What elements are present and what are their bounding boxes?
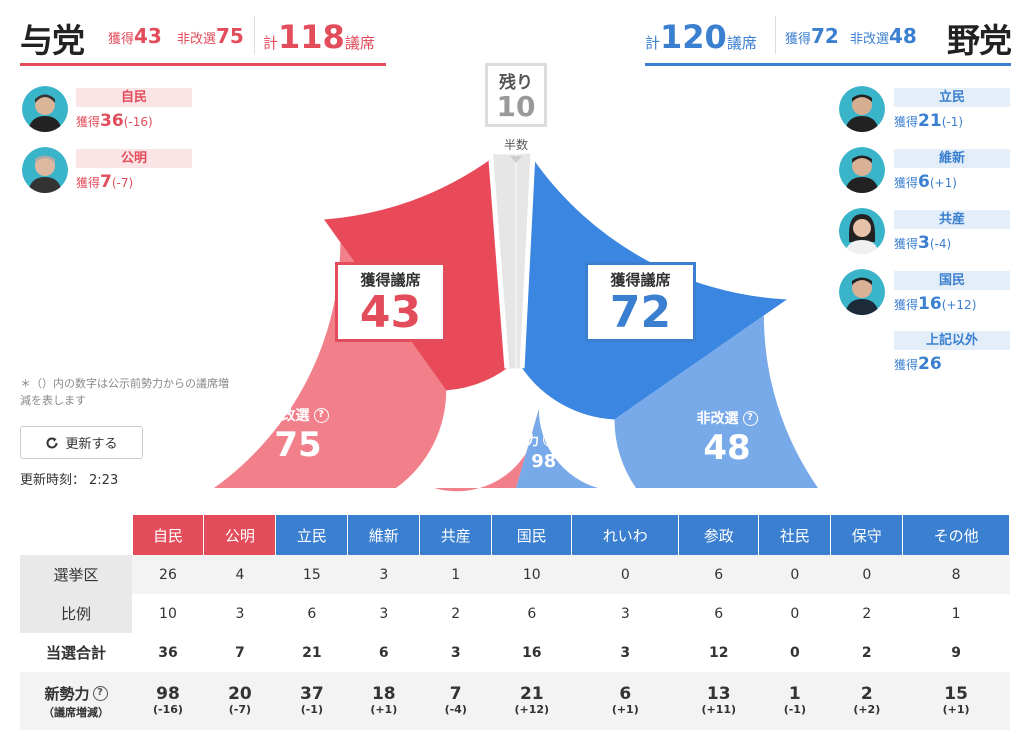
avatar: [839, 86, 885, 132]
footnote: ＊（）内の数字は公示前勢力からの議席増減を表します: [20, 377, 229, 407]
table-header: 維新: [347, 515, 421, 555]
opposition-title: 野党: [947, 21, 1012, 60]
half-label: 半数: [503, 138, 528, 152]
table-header: 社民: [758, 515, 832, 555]
seg-ruling-nonrev: [214, 242, 447, 488]
ruling-gain: 獲得43: [108, 24, 162, 48]
opposition-gain: 獲得72: [785, 24, 839, 48]
table-header: 共産: [419, 515, 493, 555]
table-header: 自民: [132, 515, 205, 555]
avatar: [22, 86, 68, 132]
ruling-nonrev-label: 非改選? 75: [248, 405, 348, 465]
seg-opp-nonrev: [614, 315, 818, 488]
results-table: 自民 公明 立民 維新 共産 国民 れいわ 参政 社民 保守 その他 選挙区 26 4 15 3 1 10 0 6 0…: [20, 515, 1010, 730]
updated-time: 更新時刻： 2:23: [20, 473, 119, 488]
refresh-button[interactable]: 更新する: [20, 426, 143, 459]
table-row: 選挙区 26 4 15 3 1 10 0 6 0 0 8: [20, 555, 1010, 594]
ruling-total: 計118議席: [263, 18, 375, 56]
ruling-title: 与党: [20, 21, 85, 60]
table-header: その他: [902, 515, 1010, 555]
inner-opposition: [516, 409, 598, 488]
inner-ruling: [434, 409, 539, 492]
ruling-nonrev: 非改選75: [177, 24, 244, 48]
avatar: [839, 269, 885, 315]
help-icon[interactable]: ?: [313, 407, 329, 423]
pre-election-power: 公示前勢力? 141 98: [473, 432, 558, 472]
seg-divider: [487, 148, 510, 369]
table-row: 比例 10 3 6 3 2 6 3 6 0 2 1: [20, 594, 1010, 633]
ruling-header: 与党 獲得43 非改選75 計118議席: [20, 10, 386, 66]
opposition-total: 計120議席: [645, 18, 757, 56]
half-marker: [510, 156, 522, 163]
table-header: 公明: [203, 515, 277, 555]
table-header: 国民: [491, 515, 573, 555]
prev-ruling: 141: [475, 451, 514, 472]
seg-divider: [519, 148, 536, 369]
table-header: 立民: [275, 515, 349, 555]
opposition-nonrev: 非改選48: [850, 24, 917, 48]
table-header: れいわ: [571, 515, 680, 555]
table-header: 参政: [678, 515, 760, 555]
avatar: [839, 147, 885, 193]
prev-opposition: 98: [531, 451, 557, 472]
ruling-seat-box: 獲得議席 43: [335, 262, 446, 342]
opposition-nonrev-label: 非改選? 48: [677, 408, 777, 468]
opposition-seat-box: 獲得議席 72: [585, 262, 696, 342]
table-header: 保守: [830, 515, 904, 555]
help-icon[interactable]: ?: [543, 432, 558, 447]
table-row: 新勢力? （議席増減） 98 (-16) 20 (-7) 37 (-1) 18 (+1) 7 (-4)…: [20, 672, 1010, 730]
opposition-header: 計120議席 獲得72 非改選48 野党: [645, 10, 1012, 66]
remaining-box: 残り 10: [485, 63, 547, 127]
avatar: [839, 208, 885, 254]
table-row: 当選合計 36 7 21 6 3 16 3 12 0 2 9: [20, 633, 1010, 672]
help-icon[interactable]: ?: [742, 410, 758, 426]
help-icon[interactable]: ?: [92, 685, 108, 701]
refresh-icon: [47, 437, 58, 448]
avatar: [22, 147, 68, 193]
